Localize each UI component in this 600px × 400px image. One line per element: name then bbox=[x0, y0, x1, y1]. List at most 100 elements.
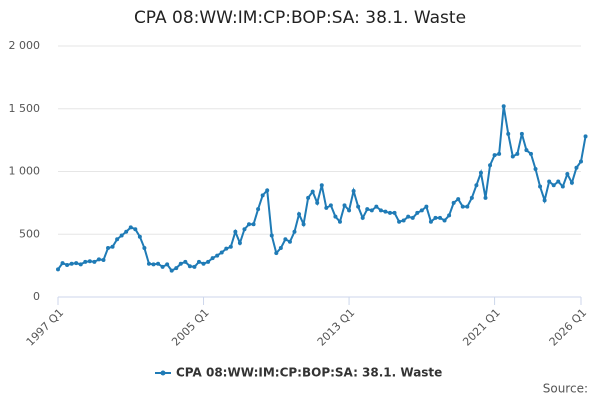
point bbox=[328, 203, 333, 208]
point bbox=[342, 203, 347, 208]
point bbox=[283, 237, 288, 242]
point bbox=[219, 250, 224, 255]
point bbox=[542, 198, 547, 203]
chart-title: CPA 08:WW:IM:CP:BOP:SA: 38.1. Waste bbox=[134, 8, 466, 28]
point bbox=[133, 227, 138, 232]
point bbox=[265, 188, 270, 193]
point bbox=[306, 195, 311, 200]
point bbox=[569, 180, 574, 185]
point bbox=[574, 165, 579, 170]
point bbox=[192, 264, 197, 269]
point bbox=[538, 184, 543, 189]
point bbox=[319, 183, 324, 188]
point bbox=[565, 172, 570, 177]
point bbox=[96, 257, 101, 262]
point bbox=[551, 183, 556, 188]
point bbox=[183, 259, 188, 264]
point bbox=[560, 184, 565, 189]
point bbox=[74, 261, 79, 266]
point bbox=[392, 210, 397, 215]
point bbox=[242, 227, 247, 232]
point bbox=[365, 207, 370, 212]
x-tick-label: 2021 Q1 bbox=[460, 306, 503, 349]
point bbox=[528, 151, 533, 156]
point bbox=[224, 246, 229, 251]
point bbox=[142, 246, 147, 251]
point bbox=[60, 261, 65, 266]
point bbox=[119, 233, 124, 238]
source: Source: bbox=[543, 382, 588, 396]
point bbox=[287, 239, 292, 244]
point bbox=[424, 204, 429, 209]
point bbox=[556, 179, 561, 184]
point bbox=[274, 251, 279, 256]
point bbox=[124, 229, 129, 234]
legend-label: CPA 08:WW:IM:CP:BOP:SA: 38.1. Waste bbox=[176, 366, 442, 380]
point bbox=[488, 163, 493, 168]
point bbox=[460, 204, 465, 209]
point bbox=[456, 197, 461, 202]
point bbox=[215, 253, 220, 258]
y-tick-label: 2 000 bbox=[9, 39, 41, 52]
point bbox=[428, 219, 433, 224]
point bbox=[247, 222, 252, 227]
point bbox=[410, 215, 415, 220]
line bbox=[57, 106, 587, 272]
point bbox=[406, 214, 411, 219]
point bbox=[196, 259, 201, 264]
point bbox=[497, 151, 502, 156]
point bbox=[483, 195, 488, 200]
point bbox=[374, 204, 379, 209]
x-tick-label: 2005 Q1 bbox=[169, 306, 212, 349]
point bbox=[178, 261, 183, 266]
point bbox=[515, 151, 520, 156]
point bbox=[301, 222, 306, 227]
point bbox=[128, 225, 133, 230]
legend-marker bbox=[160, 370, 166, 376]
y-tick-label: 1 500 bbox=[9, 102, 41, 115]
point bbox=[237, 241, 242, 246]
point bbox=[106, 246, 111, 251]
point bbox=[510, 154, 515, 159]
point bbox=[478, 170, 483, 175]
point bbox=[387, 210, 392, 215]
point bbox=[169, 268, 174, 273]
point bbox=[174, 266, 179, 271]
point bbox=[137, 234, 142, 239]
point bbox=[69, 261, 74, 266]
point bbox=[469, 195, 474, 200]
point bbox=[351, 188, 356, 193]
point bbox=[310, 189, 315, 194]
point bbox=[201, 261, 206, 266]
point bbox=[251, 222, 256, 227]
point bbox=[228, 244, 233, 249]
point bbox=[269, 233, 274, 238]
point bbox=[151, 262, 156, 267]
point bbox=[160, 264, 165, 269]
y-tick-label: 500 bbox=[19, 227, 40, 240]
point bbox=[438, 215, 443, 220]
x-tick-label: 2026 Q1 bbox=[547, 306, 590, 349]
point bbox=[337, 219, 342, 224]
point bbox=[492, 153, 497, 158]
point bbox=[56, 267, 60, 272]
point bbox=[101, 257, 106, 262]
x-tick-label: 1997 Q1 bbox=[24, 306, 67, 349]
point bbox=[187, 264, 192, 269]
point bbox=[87, 259, 92, 264]
point bbox=[115, 237, 120, 242]
point bbox=[383, 209, 388, 214]
point bbox=[369, 208, 374, 213]
point bbox=[292, 229, 297, 234]
point bbox=[233, 229, 238, 234]
point bbox=[297, 212, 302, 217]
point bbox=[324, 205, 329, 210]
point bbox=[442, 218, 447, 223]
point bbox=[451, 200, 456, 205]
point bbox=[360, 215, 365, 220]
point bbox=[474, 183, 479, 188]
point bbox=[519, 131, 524, 136]
point bbox=[333, 214, 338, 219]
point bbox=[419, 208, 424, 213]
